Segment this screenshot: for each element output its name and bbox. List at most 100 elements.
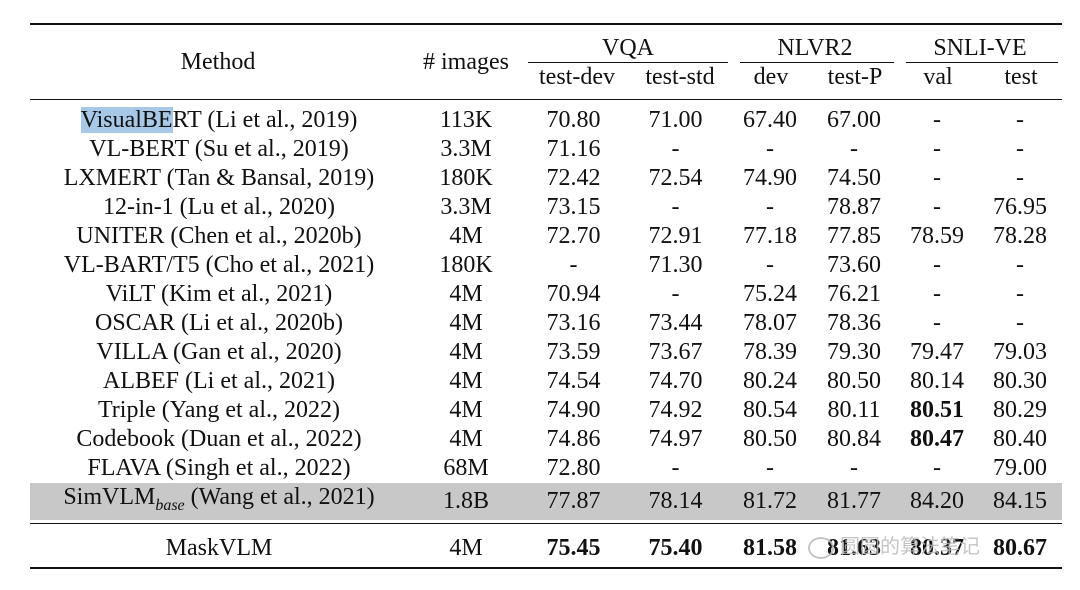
subheader-test-dev: test-dev <box>539 64 615 90</box>
images-cell: 68M <box>443 455 489 481</box>
table-row: Codebook (Duan et al., 2022) 4M 74.86 74… <box>30 425 1062 454</box>
images-cell: 4M <box>449 223 483 249</box>
value-cell: 79.00 <box>993 455 1047 481</box>
subheader-test-p: test-P <box>827 64 883 90</box>
table-row: ALBEF (Li et al., 2021) 4M 74.54 74.70 8… <box>30 367 1062 396</box>
value-cell: 78.36 <box>827 310 881 336</box>
value-cell: 77.18 <box>743 223 797 249</box>
value-cell: - <box>933 310 941 336</box>
top-rule <box>30 23 1062 25</box>
table-row: VL-BART/T5 (Cho et al., 2021) 180K - 71.… <box>30 251 1062 280</box>
value-cell: 78.14 <box>623 483 728 520</box>
value-cell: - <box>671 281 680 307</box>
images-header: # images <box>423 49 509 75</box>
value-cell: 79.47 <box>910 339 964 365</box>
value-cell-best: 80.47 <box>910 426 964 452</box>
method-cell: VisualBERT (Li et al., 2019) <box>80 107 358 133</box>
method-cell: VILLA (Gan et al., 2020) <box>96 339 342 365</box>
images-cell: 4M <box>449 310 483 336</box>
method-cell: Triple (Yang et al., 2022) <box>97 397 340 423</box>
value-cell: - <box>569 252 578 278</box>
value-cell: 74.70 <box>648 368 703 394</box>
value-cell: - <box>766 252 774 278</box>
value-cell: 73.44 <box>648 310 703 336</box>
value-cell: - <box>1016 281 1024 307</box>
method-cell: LXMERT (Tan & Bansal, 2019) <box>63 165 375 191</box>
value-cell: - <box>1016 107 1024 133</box>
value-cell: 72.91 <box>648 223 703 249</box>
method-cell: 12-in-1 (Lu et al., 2020) <box>103 194 335 220</box>
value-cell: - <box>1016 252 1024 278</box>
value-cell: 74.90 <box>743 165 797 191</box>
value-cell: - <box>671 194 680 220</box>
table-row: FLAVA (Singh et al., 2022) 68M 72.80 - -… <box>30 454 1062 483</box>
value-cell: 74.92 <box>648 397 703 423</box>
value-cell: - <box>671 455 680 481</box>
images-cell: 1.8B <box>408 483 524 520</box>
vqa-header: VQA <box>602 35 654 61</box>
value-cell-best: 81.63 <box>827 534 881 561</box>
vqa-group-rule <box>528 62 728 63</box>
value-cell: 67.00 <box>827 107 881 133</box>
images-cell: 113K <box>439 107 493 133</box>
value-cell: 71.30 <box>648 252 703 278</box>
value-cell: 74.54 <box>546 368 601 394</box>
value-cell: - <box>671 136 680 162</box>
method-cell: SimVLMbase (Wang et al., 2021) <box>30 483 408 520</box>
images-cell: 4M <box>449 281 483 307</box>
value-cell: 84.15 <box>978 483 1062 520</box>
value-cell-best: 80.51 <box>910 397 964 423</box>
nlvr2-group-rule <box>740 62 894 63</box>
value-cell: 70.80 <box>546 107 601 133</box>
value-cell: 78.07 <box>743 310 797 336</box>
table-row: VL-BERT (Su et al., 2019) 3.3M 71.16 - -… <box>30 135 1062 164</box>
value-cell: 78.87 <box>827 194 881 220</box>
value-cell: - <box>933 281 941 307</box>
nlvr2-header: NLVR2 <box>777 35 853 61</box>
value-cell: 80.29 <box>993 397 1047 423</box>
value-cell: 78.59 <box>910 223 964 249</box>
value-cell: 72.80 <box>546 455 601 481</box>
value-cell: - <box>850 455 858 481</box>
subheader-test: test <box>1004 64 1038 90</box>
watermark: 圆圆的算法笔记 <box>808 530 980 559</box>
value-cell: - <box>766 136 774 162</box>
images-cell: 180K <box>439 165 493 191</box>
value-cell: - <box>933 136 941 162</box>
method-cell: UNITER (Chen et al., 2020b) <box>76 223 362 249</box>
value-cell: 74.97 <box>648 426 703 452</box>
value-cell: - <box>933 252 941 278</box>
table-row: UNITER (Chen et al., 2020b) 4M 72.70 72.… <box>30 222 1062 251</box>
value-cell: 72.42 <box>546 165 601 191</box>
value-cell: 78.28 <box>993 223 1047 249</box>
value-cell: 80.50 <box>743 426 797 452</box>
value-cell: - <box>933 455 941 481</box>
value-cell: 78.39 <box>743 339 797 365</box>
value-cell: - <box>933 107 941 133</box>
value-cell: 74.50 <box>827 165 881 191</box>
images-cell: 4M <box>449 339 483 365</box>
value-cell: 73.16 <box>546 310 601 336</box>
method-cell: ALBEF (Li et al., 2021) <box>103 368 335 394</box>
value-cell-best: 80.67 <box>993 534 1047 561</box>
value-cell: 75.24 <box>743 281 797 307</box>
images-cell: 4M <box>449 368 483 394</box>
table-row-maskvlm: MaskVLM 4M 75.45 75.40 81.58 81.63 80.37… <box>30 520 1062 576</box>
value-cell: 80.50 <box>827 368 881 394</box>
value-cell: 70.94 <box>546 281 601 307</box>
value-cell: - <box>1016 310 1024 336</box>
value-cell: 71.00 <box>648 107 703 133</box>
selected-text[interactable]: VisualBE <box>80 107 173 133</box>
images-cell: 4M <box>449 426 483 452</box>
subheader-test-std: test-std <box>645 64 715 90</box>
value-cell: 84.20 <box>896 483 978 520</box>
method-cell: OSCAR (Li et al., 2020b) <box>95 310 343 336</box>
value-cell: 77.85 <box>827 223 881 249</box>
value-cell: 73.67 <box>648 339 703 365</box>
method-cell: Codebook (Duan et al., 2022) <box>76 426 362 452</box>
subheader-val: val <box>923 64 953 90</box>
method-cell: MaskVLM <box>165 534 273 561</box>
value-cell: 71.16 <box>546 136 601 162</box>
subheader-dev: dev <box>753 64 789 90</box>
value-cell-best: 80.37 <box>910 534 964 561</box>
